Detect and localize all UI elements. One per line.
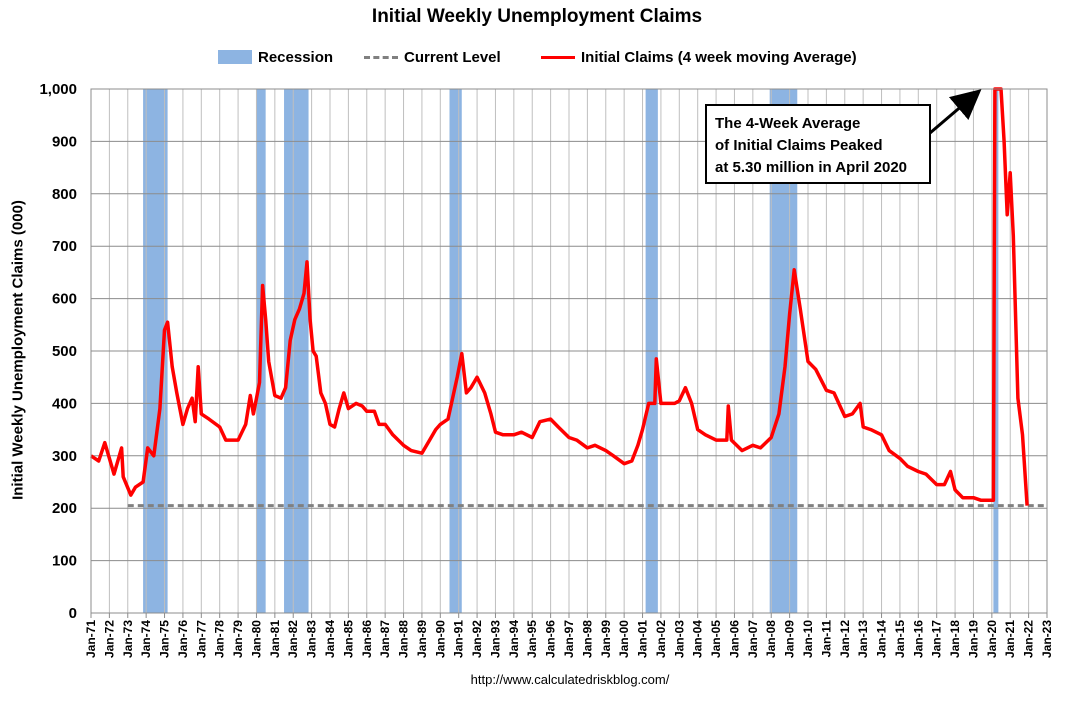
legend-label-initial-claims: Initial Claims (4 week moving Average)	[581, 48, 857, 66]
x-tick-label: Jan-06	[727, 620, 741, 658]
x-tick-label: Jan-88	[397, 620, 411, 658]
x-tick-label: Jan-07	[746, 620, 760, 658]
x-tick-label: Jan-81	[268, 620, 282, 658]
x-tick-label: Jan-22	[1022, 620, 1036, 658]
x-tick-label: Jan-74	[139, 620, 153, 658]
x-tick-label: Jan-80	[249, 620, 263, 658]
source-url: http://www.calculatedriskblog.com/	[470, 672, 670, 687]
legend-item-current-level: Current Level	[364, 46, 501, 68]
x-tick-label: Jan-08	[764, 620, 778, 658]
x-tick-label: Jan-85	[341, 620, 355, 658]
x-tick-label: Jan-10	[801, 620, 815, 658]
x-tick-label: Jan-72	[102, 620, 116, 658]
x-tick-label: Jan-77	[194, 620, 208, 658]
x-tick-label: Jan-12	[838, 620, 852, 658]
y-tick-label: 900	[52, 133, 77, 150]
x-tick-label: Jan-89	[415, 620, 429, 658]
x-tick-label: Jan-18	[948, 620, 962, 658]
x-tick-label: Jan-92	[470, 620, 484, 658]
annotation-line-3: at 5.30 million in April 2020	[715, 159, 908, 176]
x-tick-label: Jan-13	[856, 620, 870, 658]
legend-swatch-current-level	[364, 55, 398, 59]
x-tick-label: Jan-82	[286, 620, 300, 658]
y-tick-label: 0	[69, 605, 77, 622]
x-tick-label: Jan-78	[213, 620, 227, 658]
x-tick-label: Jan-02	[654, 620, 668, 658]
x-tick-label: Jan-96	[544, 620, 558, 658]
x-tick-label: Jan-04	[691, 620, 705, 658]
x-tick-label: Jan-95	[525, 620, 539, 658]
annotation-arrow	[929, 89, 982, 135]
chart-legend: Recession Current Level Initial Claims (…	[0, 46, 1074, 68]
x-tick-label: Jan-75	[158, 620, 172, 658]
x-tick-label: Jan-00	[617, 620, 631, 658]
y-tick-label: 500	[52, 343, 77, 360]
y-tick-label: 700	[52, 238, 77, 255]
x-tick-label: Jan-11	[819, 620, 833, 658]
x-tick-label: Jan-14	[875, 620, 889, 658]
peak-annotation-box: The 4-Week Average of Initial Claims Pea…	[705, 104, 931, 184]
x-tick-label: Jan-79	[231, 620, 245, 658]
x-tick-label: Jan-90	[433, 620, 447, 658]
y-tick-label: 100	[52, 553, 77, 570]
legend-label-current-level: Current Level	[404, 48, 501, 66]
x-tick-label: Jan-87	[378, 620, 392, 658]
x-tick-label: Jan-98	[580, 620, 594, 658]
y-tick-label: 400	[52, 395, 77, 412]
axes: 0 100 200 300 400 500 600 700 800 900 1,000 Jan-71 J…	[39, 81, 1054, 658]
x-tick-label: Jan-94	[507, 620, 521, 658]
legend-swatch-recession	[218, 50, 252, 64]
claims-series	[90, 87, 1029, 506]
legend-swatch-initial-claims	[541, 55, 575, 59]
y-tick-label: 600	[52, 291, 77, 308]
y-tick-label: 300	[52, 448, 77, 465]
chart-title: Initial Weekly Unemployment Claims	[371, 6, 703, 27]
x-tick-label: Jan-21	[1003, 620, 1017, 658]
x-tick-label: Jan-01	[636, 620, 650, 658]
legend-item-initial-claims: Initial Claims (4 week moving Average)	[541, 46, 857, 68]
x-tick-label: Jan-93	[488, 620, 502, 658]
y-tick-label: 200	[52, 500, 77, 517]
x-tick-label: Jan-17	[930, 620, 944, 658]
x-tick-label: Jan-16	[911, 620, 925, 658]
x-tick-label: Jan-99	[599, 620, 613, 658]
x-tick-label: Jan-86	[360, 620, 374, 658]
x-tick-label: Jan-19	[966, 620, 980, 658]
x-tick-label: Jan-09	[783, 620, 797, 658]
x-tick-label: Jan-23	[1040, 620, 1054, 658]
x-tick-label: Jan-91	[452, 620, 466, 658]
legend-item-recession: Recession	[218, 46, 333, 68]
legend-label-recession: Recession	[258, 48, 334, 66]
annotation-line-1: The 4-Week Average	[715, 115, 861, 132]
x-tick-label: Jan-83	[305, 620, 319, 658]
x-tick-label: Jan-05	[709, 620, 723, 658]
annotation-line-2: of Initial Claims Peaked	[715, 137, 883, 154]
y-tick-label: 1,000	[39, 81, 77, 98]
x-tick-label: Jan-20	[985, 620, 999, 658]
x-tick-label: Jan-73	[121, 620, 135, 658]
x-tick-label: Jan-15	[893, 620, 907, 658]
x-tick-label: Jan-97	[562, 620, 576, 658]
annotation-arrow-line	[929, 89, 982, 135]
x-tick-label: Jan-03	[672, 620, 686, 658]
x-tick-label: Jan-71	[84, 620, 98, 658]
y-tick-label: 800	[52, 186, 77, 203]
x-tick-label: Jan-84	[323, 620, 337, 658]
x-tick-label: Jan-76	[176, 620, 190, 658]
series-line-initial-claims	[90, 87, 1029, 506]
